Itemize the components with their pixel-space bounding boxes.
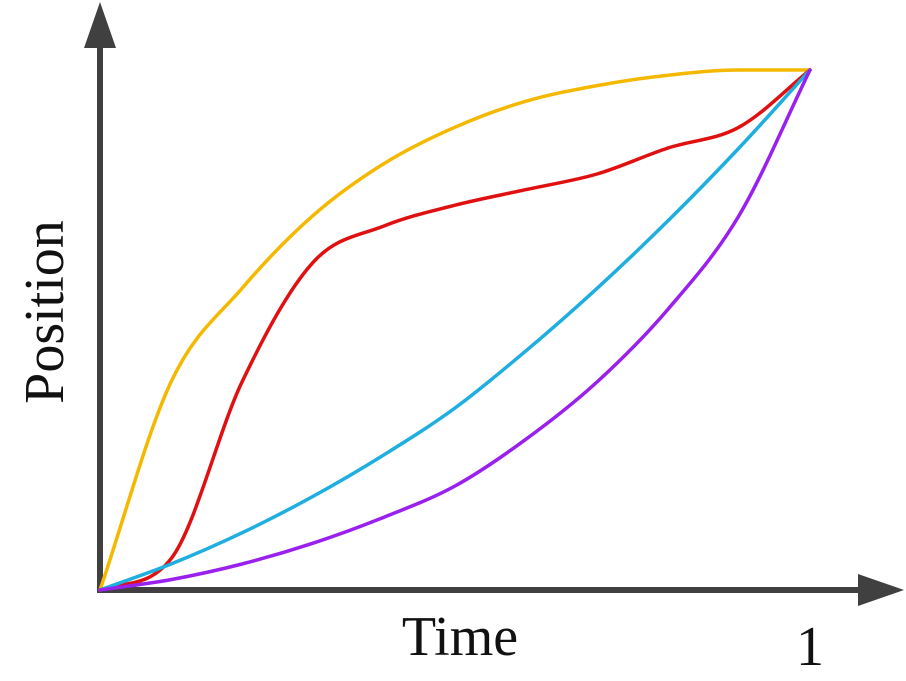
x-axis-arrowhead (858, 574, 904, 606)
series-line-1 (98, 68, 812, 592)
series-layer (98, 68, 812, 592)
y-axis-arrowhead (84, 2, 116, 48)
series-line-4 (98, 68, 812, 592)
y-axis-label: Position (14, 220, 76, 404)
x-tick-label: 1 (796, 616, 824, 678)
x-axis-label: Time (402, 606, 518, 668)
series-line-3 (98, 68, 812, 592)
series-line-2 (98, 68, 812, 592)
